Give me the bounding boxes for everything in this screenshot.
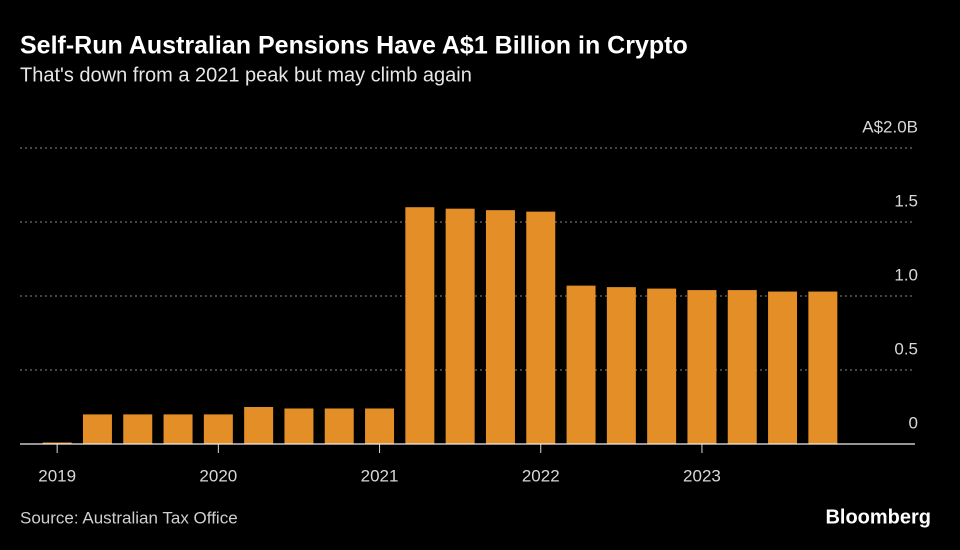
brand: Bloomberg xyxy=(825,506,931,528)
bar xyxy=(405,207,435,444)
bar xyxy=(163,414,193,444)
bar xyxy=(365,408,395,444)
bar xyxy=(244,407,274,444)
bar xyxy=(526,211,556,444)
y-tick-label: 0 xyxy=(909,413,918,432)
y-tick-label: 1.0 xyxy=(894,265,918,284)
chart-title: Self-Run Australian Pensions Have A$1 Bi… xyxy=(20,32,688,60)
y-tick-label: 0.5 xyxy=(894,339,918,358)
bar xyxy=(808,291,838,444)
bar xyxy=(324,408,354,444)
bar xyxy=(606,287,636,444)
bar xyxy=(42,442,72,444)
bar xyxy=(284,408,314,444)
x-tick-label: 2023 xyxy=(683,466,721,485)
x-tick-label: 2021 xyxy=(361,466,399,485)
bar xyxy=(203,414,233,444)
x-tick-label: 2020 xyxy=(199,466,237,485)
bar xyxy=(566,285,596,444)
y-tick-label: A$2.0B xyxy=(862,117,918,136)
bar xyxy=(687,290,717,444)
source: Source: Australian Tax Office xyxy=(20,508,238,527)
bar xyxy=(727,290,757,444)
bar xyxy=(82,414,112,444)
bar xyxy=(647,288,677,444)
bar xyxy=(485,210,515,444)
chart-subtitle: That's down from a 2021 peak but may cli… xyxy=(20,64,472,86)
bar xyxy=(768,291,798,444)
x-tick-label: 2022 xyxy=(522,466,560,485)
bar xyxy=(123,414,153,444)
x-tick-label: 2019 xyxy=(38,466,76,485)
bar xyxy=(445,208,475,444)
y-tick-label: 1.5 xyxy=(894,191,918,210)
